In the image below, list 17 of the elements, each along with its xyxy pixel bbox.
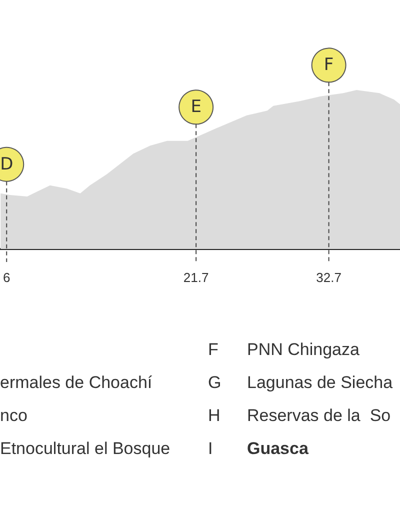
text: G	[208, 372, 222, 394]
x-tick-label: 32.7	[316, 270, 342, 285]
text: Guasca	[247, 438, 310, 460]
text: F	[208, 339, 220, 361]
text: I	[208, 438, 214, 460]
text: H	[208, 405, 222, 427]
x-tick-label: 21.7	[183, 270, 209, 285]
text: Etnocultural el Bosque	[0, 438, 172, 460]
ref-line-label: F	[324, 55, 334, 76]
text: Reservas de la So	[247, 405, 392, 427]
ref-line-label: E	[190, 97, 202, 118]
text: Lagunas de Siecha	[247, 372, 394, 394]
text: ermales de Choachí	[0, 372, 154, 394]
text: nco	[0, 405, 28, 427]
ref-line-label: D	[0, 154, 14, 174]
x-tick-label: 6	[3, 270, 10, 285]
text: PNN Chingaza	[247, 339, 360, 361]
